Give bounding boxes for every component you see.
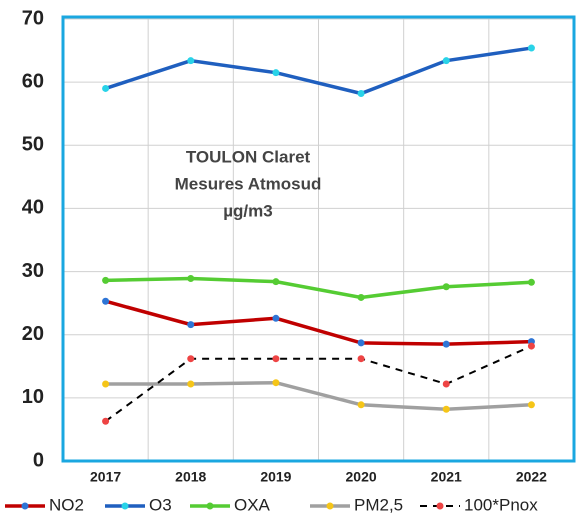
data-point [527, 342, 535, 350]
data-point [442, 57, 450, 65]
data-point [442, 340, 450, 348]
data-point [527, 44, 535, 52]
data-point [102, 84, 110, 92]
legend-marker [206, 502, 214, 510]
y-tick-label: 30 [22, 260, 44, 282]
data-point [442, 405, 450, 413]
data-point [272, 355, 280, 363]
x-tick-label: 2022 [516, 469, 547, 485]
y-tick-label: 70 [22, 7, 44, 29]
data-point [527, 401, 535, 409]
y-tick-label: 60 [22, 70, 44, 92]
data-point [527, 278, 535, 286]
y-tick-label: 10 [22, 386, 44, 408]
data-point [272, 278, 280, 286]
y-tick-label: 0 [33, 449, 44, 471]
x-tick-label: 2018 [175, 469, 206, 485]
legend-label: PM2,5 [354, 495, 403, 514]
data-point [357, 355, 365, 363]
legend-label: OXA [234, 495, 271, 514]
data-point [102, 297, 110, 305]
x-tick-label: 2020 [346, 469, 377, 485]
annotation: Mesures Atmosud [175, 174, 322, 193]
legend-marker [121, 502, 129, 510]
legend-label: 100*Pnox [464, 495, 538, 514]
legend-marker [21, 502, 29, 510]
y-tick-label: 40 [22, 197, 44, 219]
series-line [105, 46, 532, 96]
data-point [187, 57, 195, 65]
y-tick-label: 50 [22, 134, 44, 156]
legend-marker [326, 502, 334, 510]
legend-label: NO2 [49, 495, 84, 514]
data-point [272, 314, 280, 322]
data-point [357, 339, 365, 347]
series-line [104, 345, 532, 423]
data-point [187, 275, 195, 283]
plot-border [61, 15, 576, 463]
series-line [105, 380, 532, 411]
data-point [442, 283, 450, 291]
data-point [357, 401, 365, 409]
x-tick-label: 2017 [90, 469, 121, 485]
data-point [102, 417, 110, 425]
data-point [442, 380, 450, 388]
legend-marker [436, 502, 444, 510]
x-tick-label: 2021 [431, 469, 462, 485]
legend-label: O3 [149, 495, 172, 514]
data-point [187, 321, 195, 329]
x-tick-label: 2019 [260, 469, 291, 485]
data-point [357, 293, 365, 301]
data-point [102, 380, 110, 388]
data-point [272, 69, 280, 77]
data-point [102, 276, 110, 284]
data-point [357, 90, 365, 98]
annotation: TOULON Claret [186, 147, 311, 166]
data-point [187, 380, 195, 388]
series-line [105, 276, 532, 300]
y-tick-label: 20 [22, 323, 44, 345]
annotation: µg/m3 [223, 201, 272, 220]
series-line [105, 299, 532, 346]
data-point [187, 355, 195, 363]
data-point [272, 379, 280, 387]
